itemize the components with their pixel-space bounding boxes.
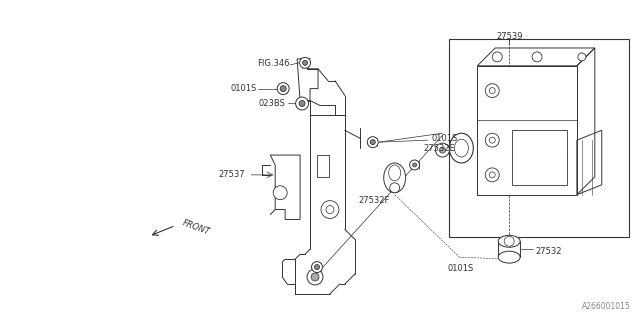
Circle shape	[314, 265, 319, 269]
Circle shape	[410, 160, 420, 170]
Circle shape	[303, 60, 308, 65]
Bar	[477, 66, 577, 195]
Circle shape	[273, 186, 287, 200]
Circle shape	[485, 84, 499, 98]
Text: 27532F: 27532F	[358, 196, 390, 205]
Text: 023BS: 023BS	[259, 99, 285, 108]
Text: 0101S: 0101S	[431, 134, 458, 143]
Ellipse shape	[498, 235, 520, 247]
Ellipse shape	[384, 163, 406, 193]
Circle shape	[489, 172, 495, 178]
Text: 27537: 27537	[219, 170, 245, 180]
Bar	[512, 130, 567, 185]
Text: 27539: 27539	[496, 32, 522, 41]
Circle shape	[435, 143, 449, 157]
Circle shape	[492, 52, 502, 62]
Circle shape	[440, 147, 445, 153]
Circle shape	[299, 100, 305, 107]
Circle shape	[326, 206, 334, 213]
Ellipse shape	[454, 139, 468, 157]
Circle shape	[300, 57, 310, 68]
Text: 0101S: 0101S	[447, 264, 474, 273]
Circle shape	[277, 83, 289, 95]
Ellipse shape	[388, 165, 401, 181]
Circle shape	[321, 201, 339, 219]
Circle shape	[504, 236, 514, 246]
Ellipse shape	[498, 251, 520, 263]
Circle shape	[371, 140, 375, 145]
Circle shape	[413, 163, 417, 167]
Circle shape	[390, 183, 399, 193]
Text: FIG.346: FIG.346	[257, 59, 289, 68]
Bar	[449, 39, 628, 237]
Circle shape	[311, 273, 319, 281]
Circle shape	[532, 52, 542, 62]
Circle shape	[489, 88, 495, 93]
Circle shape	[367, 137, 378, 148]
Circle shape	[312, 262, 323, 273]
FancyBboxPatch shape	[317, 155, 329, 177]
Text: FRONT: FRONT	[180, 218, 211, 236]
Circle shape	[307, 269, 323, 285]
Circle shape	[578, 53, 586, 61]
Text: 27532: 27532	[535, 247, 561, 256]
Circle shape	[489, 137, 495, 143]
Circle shape	[280, 86, 286, 92]
Text: 0101S: 0101S	[230, 84, 256, 93]
Text: 27532E: 27532E	[424, 144, 456, 153]
Text: A266001015: A266001015	[582, 302, 630, 311]
Ellipse shape	[449, 133, 474, 163]
Circle shape	[485, 133, 499, 147]
Circle shape	[485, 168, 499, 182]
Circle shape	[296, 97, 308, 110]
